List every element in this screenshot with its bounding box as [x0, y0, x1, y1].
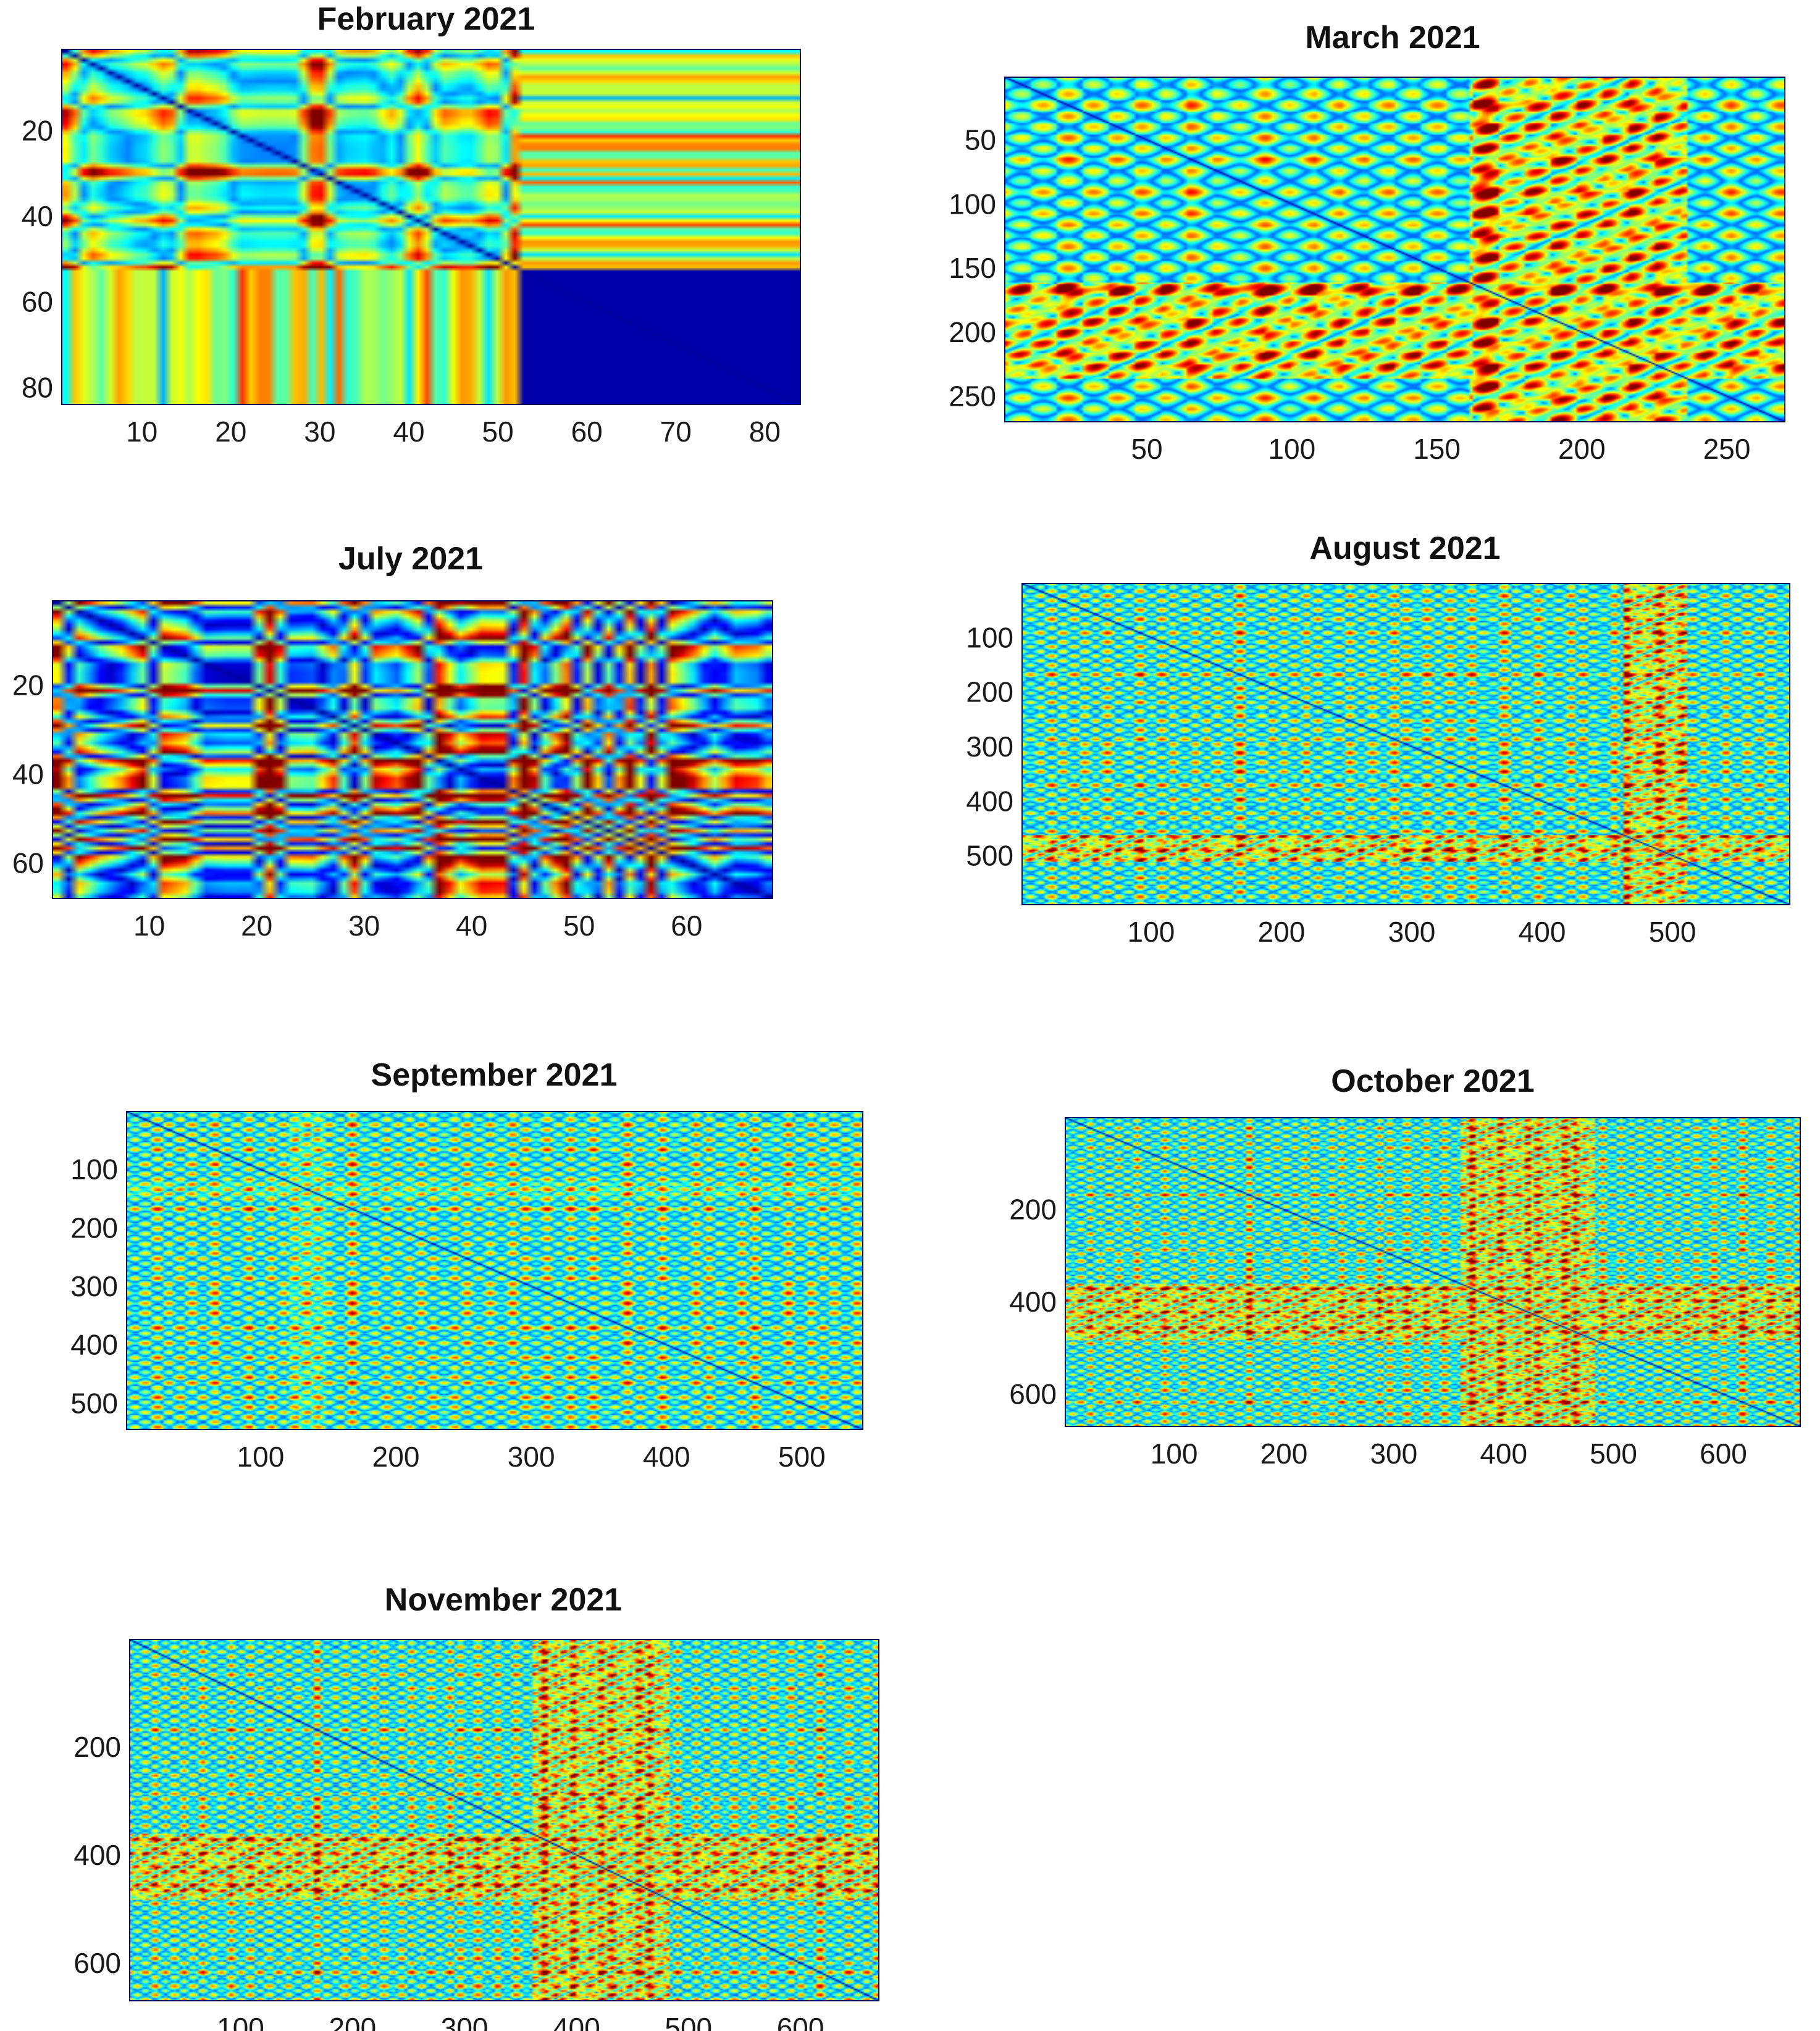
y-tick-label: 500: [70, 1387, 118, 1419]
panel-title: July 2021: [338, 541, 483, 577]
y-tick-label: 400: [73, 1839, 121, 1871]
panel-title: March 2021: [1305, 20, 1480, 56]
y-tick-label: 400: [1009, 1286, 1057, 1318]
x-tick-label: 150: [1413, 433, 1461, 465]
x-tick-label: 20: [241, 910, 272, 942]
x-tick-label: 70: [660, 416, 692, 448]
panel-november-2021: November 2021 100 200 300 400 500 600 200 400 600: [73, 1582, 879, 2031]
plot-frame: [52, 600, 773, 899]
plot-frame: [126, 1111, 863, 1430]
heatmap-image: [1065, 1118, 1800, 1426]
y-tick-label: 200: [1009, 1194, 1057, 1226]
y-tick-label: 40: [12, 758, 44, 790]
x-tick-label: 400: [1480, 1438, 1527, 1470]
panel-title: September 2021: [371, 1057, 618, 1093]
panel-october-2021: October 2021 100 200 300 400 500 600 200 400 600: [1009, 1063, 1801, 1470]
y-tick-label: 20: [22, 115, 53, 147]
x-tick-label: 100: [1128, 916, 1175, 948]
y-tick-label: 600: [73, 1947, 121, 1979]
y-tick-label: 40: [22, 200, 53, 232]
x-tick-label: 200: [372, 1441, 420, 1473]
plot-frame: [1065, 1117, 1801, 1427]
x-tick-label: 500: [1649, 916, 1696, 948]
panel-title: November 2021: [385, 1582, 622, 1618]
y-tick-label: 200: [73, 1731, 121, 1763]
y-tick-label: 150: [949, 252, 996, 284]
x-tick-label: 400: [643, 1441, 690, 1473]
y-tick-label: 20: [12, 669, 44, 701]
x-tick-label: 300: [508, 1441, 555, 1473]
x-tick-label: 100: [1268, 433, 1315, 465]
y-tick-label: 50: [965, 124, 996, 156]
x-tick-label: 400: [553, 2012, 600, 2031]
heatmap-image: [130, 1639, 879, 2001]
panel-august-2021: August 2021 100 200 300 400 500 100 200 300 400 50…: [966, 530, 1790, 948]
x-tick-label: 50: [563, 910, 595, 942]
x-tick-label: 30: [348, 910, 380, 942]
panel-title: October 2021: [1331, 1063, 1535, 1099]
x-tick-label: 250: [1703, 433, 1751, 465]
y-tick-label: 500: [966, 840, 1013, 872]
x-tick-label: 200: [1258, 916, 1306, 948]
panel-title: February 2021: [317, 1, 535, 37]
x-tick-label: 600: [777, 2012, 824, 2031]
panel-title: August 2021: [1309, 530, 1500, 566]
heatmap-image: [52, 601, 773, 898]
y-tick-label: 200: [70, 1212, 118, 1244]
heatmap-image: [1022, 584, 1790, 905]
x-tick-label: 500: [665, 2012, 712, 2031]
x-tick-label: 100: [237, 1441, 285, 1473]
x-tick-label: 100: [217, 2012, 264, 2031]
y-tick-label: 100: [966, 621, 1013, 653]
x-tick-label: 60: [671, 910, 702, 942]
x-tick-label: 400: [1519, 916, 1566, 948]
x-tick-label: 40: [393, 416, 424, 448]
y-tick-label: 300: [966, 731, 1013, 763]
x-tick-label: 50: [482, 416, 513, 448]
y-tick-label: 100: [949, 188, 996, 220]
plot-frame: [129, 1639, 879, 2001]
heatmap-image: [62, 49, 800, 404]
y-tick-label: 60: [22, 286, 53, 318]
x-tick-label: 300: [1370, 1438, 1417, 1470]
x-tick-label: 100: [1151, 1438, 1198, 1470]
y-tick-label: 100: [70, 1154, 118, 1186]
panel-july-2021: July 2021 10 20 30 40 50 60 20 40 60: [12, 541, 773, 942]
y-tick-label: 300: [70, 1270, 118, 1302]
y-tick-label: 80: [22, 371, 53, 403]
x-tick-label: 500: [778, 1441, 826, 1473]
y-tick-label: 250: [949, 380, 996, 412]
y-tick-label: 600: [1009, 1378, 1057, 1410]
x-tick-label: 200: [1260, 1438, 1308, 1470]
x-tick-label: 200: [1558, 433, 1606, 465]
heatmap-image: [1005, 77, 1785, 422]
panel-february-2021: February 2021 10 20 30 40 50 60 70 80 20 40 60 80: [22, 1, 801, 448]
x-tick-label: 200: [329, 2012, 376, 2031]
x-tick-label: 80: [749, 416, 781, 448]
x-tick-label: 300: [441, 2012, 489, 2031]
x-tick-label: 600: [1700, 1438, 1747, 1470]
x-tick-label: 50: [1131, 433, 1162, 465]
x-tick-label: 40: [456, 910, 487, 942]
x-tick-label: 10: [133, 910, 165, 942]
x-tick-label: 30: [304, 416, 335, 448]
y-tick-label: 60: [12, 847, 44, 879]
panel-september-2021: September 2021 100 200 300 400 500 100 200 300 40…: [70, 1057, 863, 1473]
x-tick-label: 500: [1590, 1438, 1637, 1470]
x-tick-label: 10: [126, 416, 157, 448]
plot-frame: [61, 49, 801, 405]
plot-frame: [1004, 77, 1785, 422]
y-tick-label: 200: [949, 316, 996, 348]
y-tick-label: 400: [966, 785, 1013, 817]
y-tick-label: 400: [70, 1329, 118, 1361]
panel-march-2021: March 2021 50 100 150 200 250 50 100 150 200 250: [949, 20, 1785, 465]
x-tick-label: 60: [571, 416, 603, 448]
y-tick-label: 200: [966, 676, 1013, 708]
heatmap-image: [127, 1112, 863, 1430]
x-tick-label: 20: [215, 416, 246, 448]
x-tick-label: 300: [1388, 916, 1436, 948]
plot-frame: [1021, 583, 1790, 905]
